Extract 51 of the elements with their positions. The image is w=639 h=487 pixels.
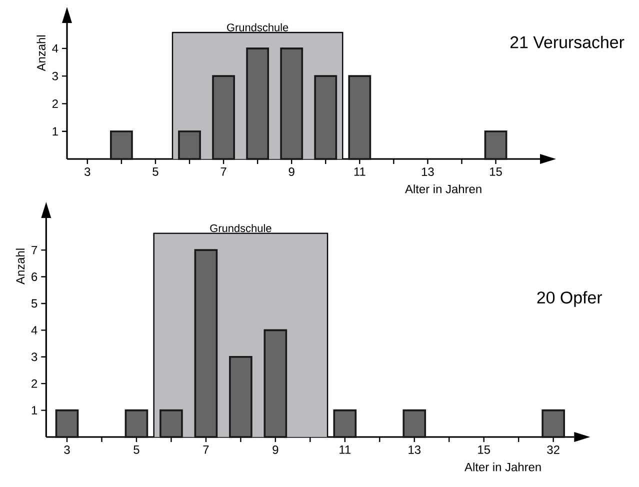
y-tick-label: 3 (31, 352, 38, 362)
x-tick-label: 7 (220, 168, 226, 176)
y-tick-label: 3 (52, 72, 58, 80)
y-tick-label: 6 (32, 272, 38, 281)
bar (178, 130, 201, 160)
bar (484, 130, 508, 160)
band-label: Grundschule (227, 23, 288, 32)
y-axis-title: Anzahl (36, 35, 46, 72)
x-axis-title: Alter in Jahren (464, 462, 541, 472)
y-tick-label: 1 (52, 127, 58, 136)
x-tick-label: 15 (478, 446, 490, 454)
x-tick-label: 13 (422, 168, 434, 176)
bar (402, 409, 426, 438)
bar (280, 48, 304, 160)
x-tick-label: 11 (354, 168, 366, 176)
x-tick-label: 32 (547, 446, 560, 454)
y-tick-label: 4 (31, 326, 38, 334)
text: 20 Opfer (537, 291, 602, 307)
bar (333, 409, 357, 438)
x-tick-label: 3 (64, 446, 70, 454)
x-tick-label: 9 (272, 446, 278, 454)
y-tick-label: 2 (32, 379, 38, 388)
bar (160, 409, 183, 438)
x-tick-label: 9 (288, 168, 294, 176)
bar (212, 75, 235, 160)
bar (264, 329, 288, 438)
y-tick-label: 4 (52, 44, 58, 53)
y-tick-label: 7 (32, 246, 38, 254)
x-tick-label: 15 (490, 168, 502, 176)
x-axis-title: Alter in Jahren (405, 184, 482, 194)
x-tick-label: 3 (84, 168, 90, 176)
y-tick-label: 2 (52, 100, 58, 108)
y-tick-label: 5 (31, 299, 38, 308)
bar (246, 48, 270, 160)
bar (194, 249, 218, 438)
band-label: Grundschule (210, 224, 272, 232)
bar (348, 75, 372, 160)
x-tick-label: 11 (340, 446, 351, 454)
x-tick-label: 7 (203, 446, 209, 454)
bar (314, 75, 338, 160)
text: 21 Verursacher (510, 36, 624, 48)
bar (229, 356, 252, 438)
x-tick-label: 5 (152, 168, 158, 176)
bar (55, 409, 79, 438)
bar (110, 130, 133, 160)
bar (124, 409, 148, 438)
x-tick-label: 5 (134, 446, 140, 454)
y-axis-title: Anzahl (16, 248, 25, 284)
y-tick-label: 1 (32, 406, 38, 414)
x-tick-label: 13 (408, 446, 420, 454)
bar (542, 409, 565, 438)
